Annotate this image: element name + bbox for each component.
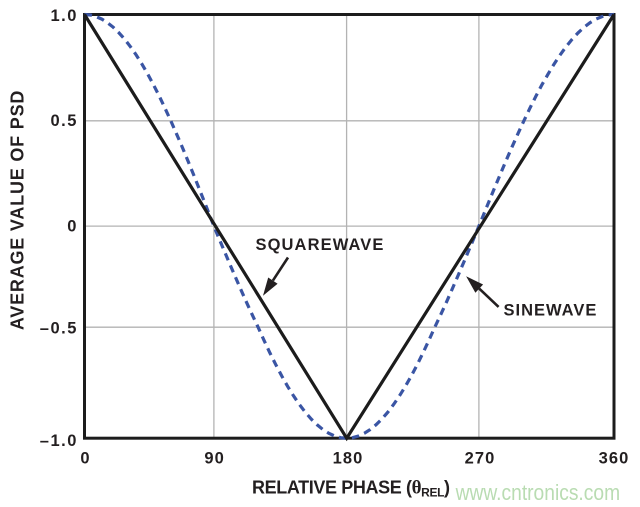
svg-text:90: 90 bbox=[204, 450, 225, 468]
svg-text:RELATIVE PHASE (θREL): RELATIVE PHASE (θREL) bbox=[252, 478, 450, 500]
svg-text:0: 0 bbox=[80, 450, 90, 468]
svg-text:www.cntronics.com: www.cntronics.com bbox=[455, 480, 620, 505]
svg-text:–1.0: –1.0 bbox=[40, 432, 78, 450]
svg-text:270: 270 bbox=[465, 450, 496, 468]
svg-text:1.0: 1.0 bbox=[50, 7, 77, 25]
svg-text:–0.5: –0.5 bbox=[40, 319, 78, 337]
svg-text:0: 0 bbox=[67, 218, 78, 236]
svg-text:360: 360 bbox=[599, 450, 630, 468]
svg-text:180: 180 bbox=[333, 450, 364, 468]
svg-text:0.5: 0.5 bbox=[50, 112, 77, 130]
svg-text:SQUAREWAVE: SQUAREWAVE bbox=[256, 236, 385, 254]
svg-text:SINEWAVE: SINEWAVE bbox=[504, 302, 598, 320]
svg-text:AVERAGE VALUE OF PSD: AVERAGE VALUE OF PSD bbox=[7, 90, 27, 330]
